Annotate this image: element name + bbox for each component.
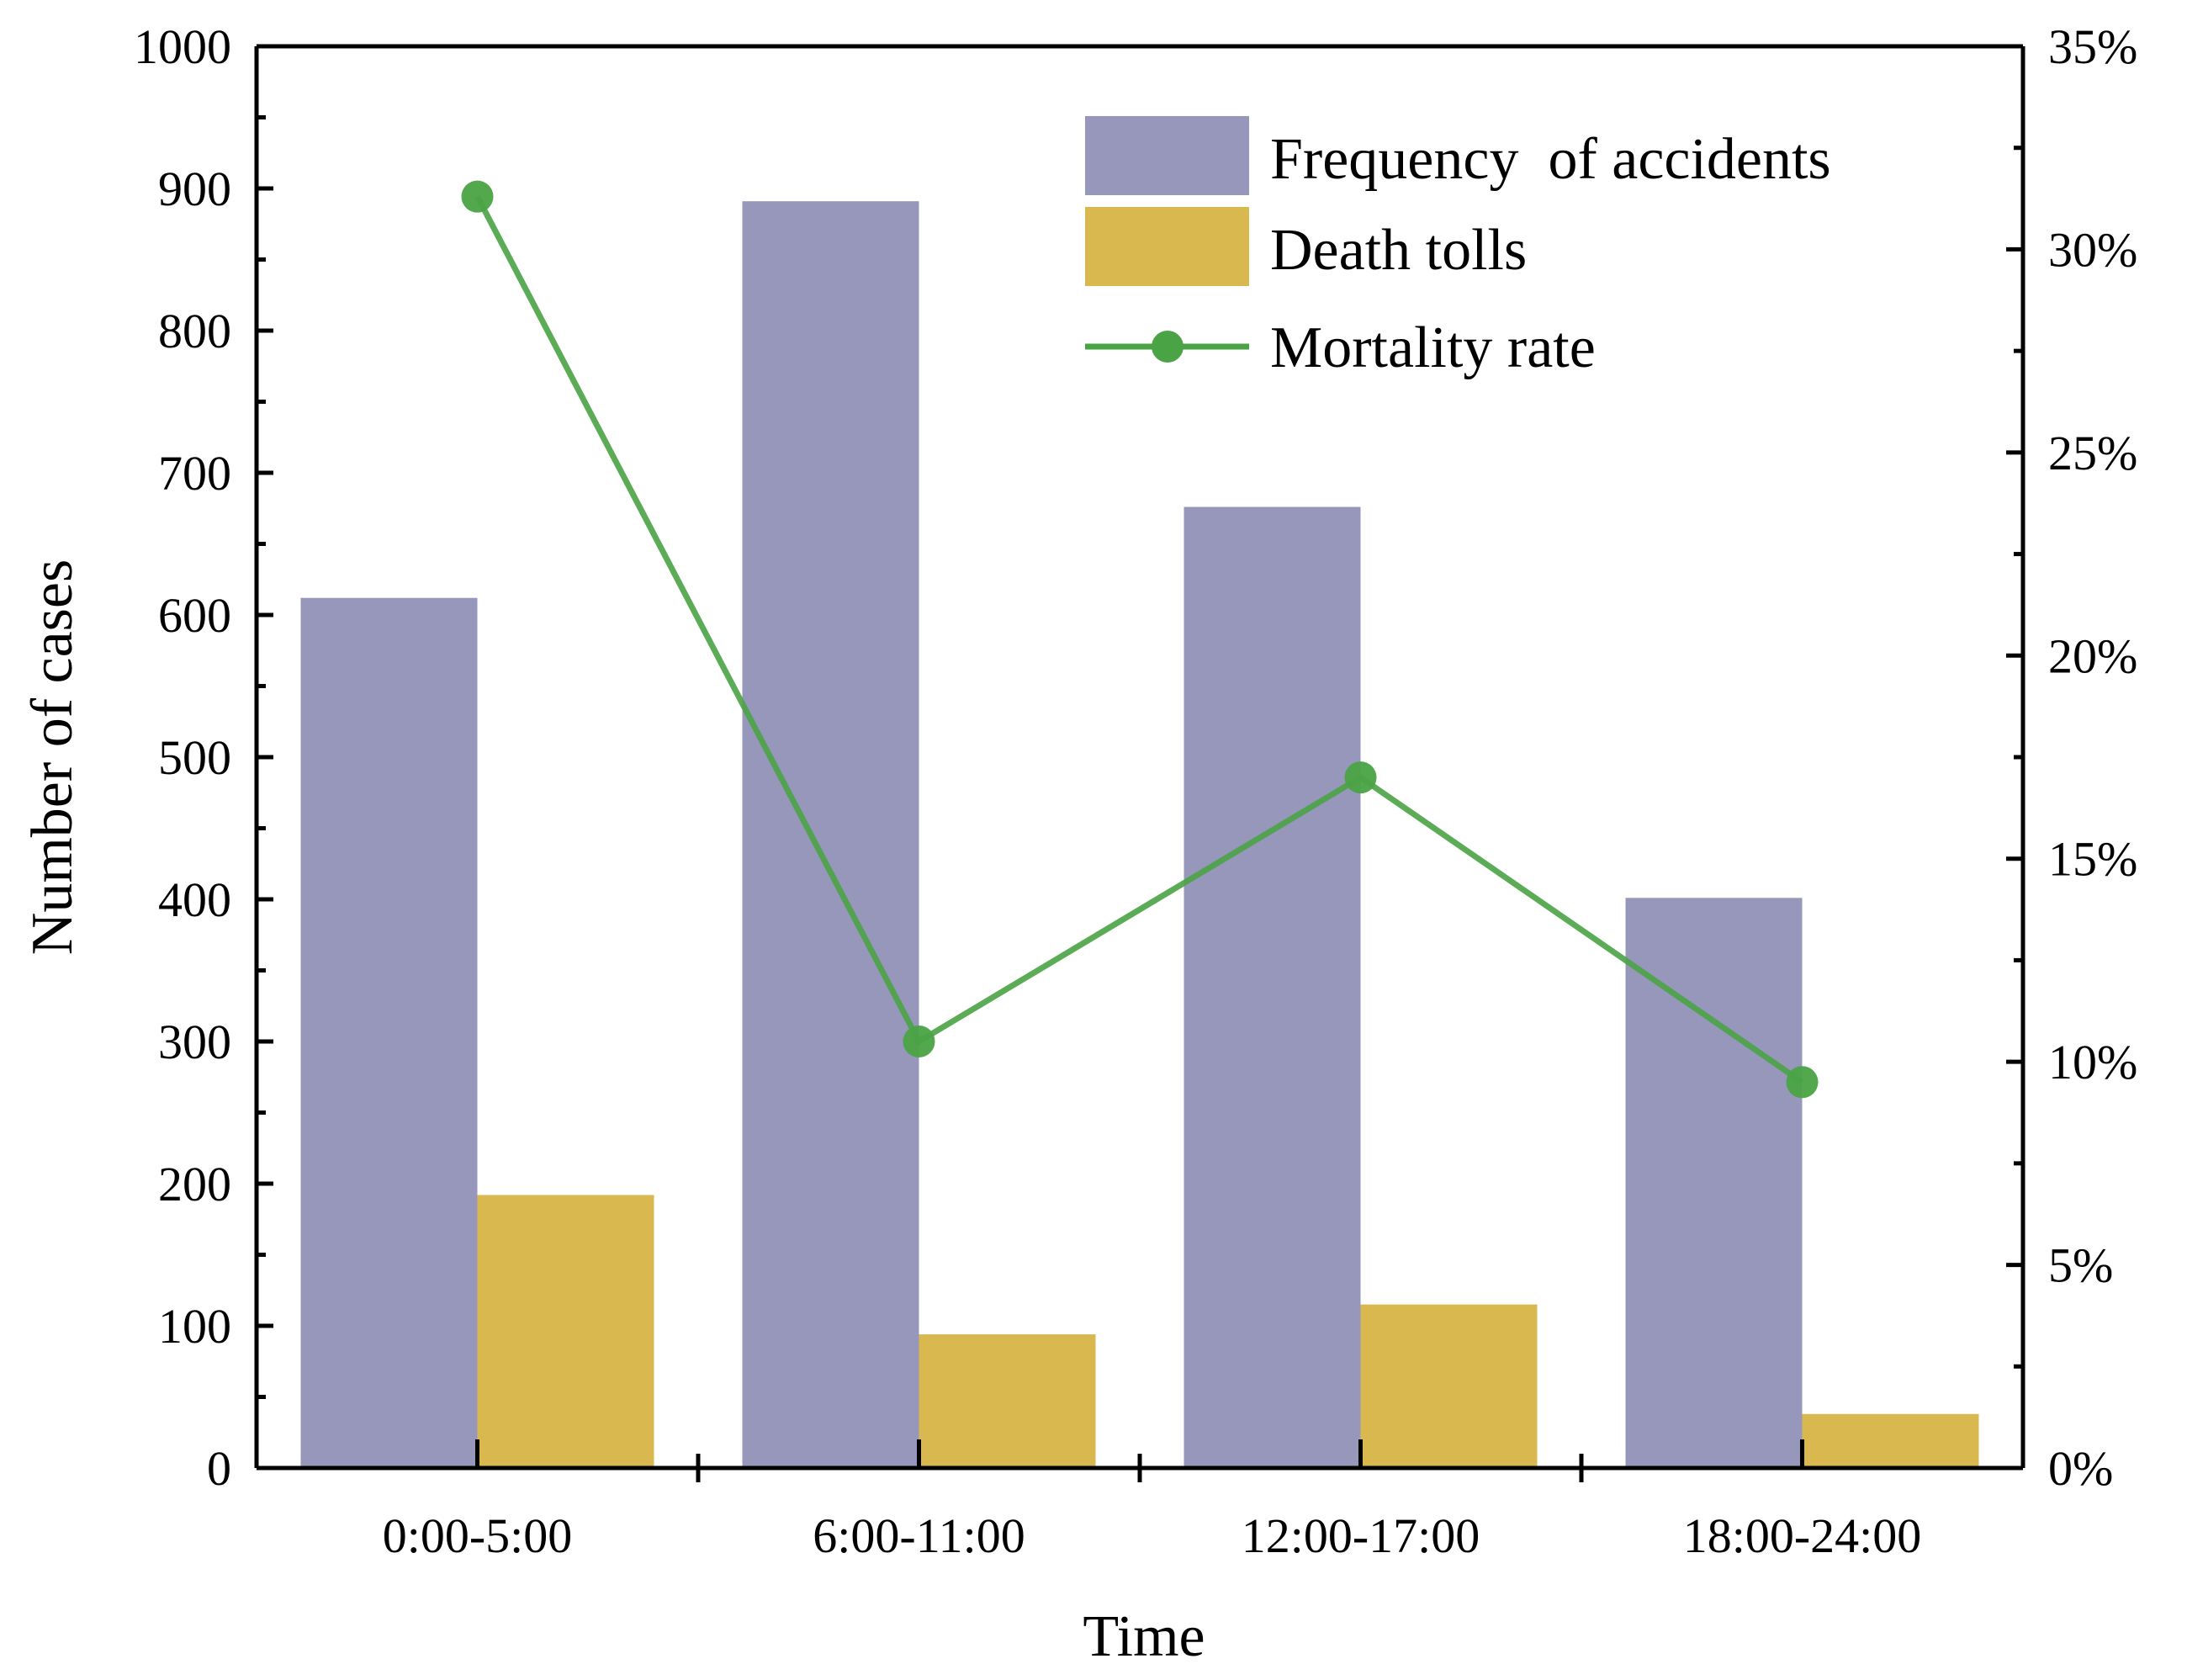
mortality-rate-point-3 <box>1786 1066 1819 1099</box>
y-tick-label-0: 0 <box>207 1441 231 1496</box>
legend-marker-mortality <box>1152 331 1184 363</box>
bar-death-tolls-3 <box>1802 1413 1979 1468</box>
y-tick-label-6: 600 <box>158 588 231 643</box>
mortality-line-layer <box>461 180 1819 1099</box>
y2-tick-label-6: 30% <box>2048 222 2137 277</box>
y2-tick-label-2: 10% <box>2048 1035 2137 1089</box>
y2-tick-label-0: 0% <box>2048 1441 2113 1496</box>
x-tick-label-1: 6:00-11:00 <box>813 1508 1025 1563</box>
mortality-rate-line <box>474 195 1804 1085</box>
y2-tick-label-1: 5% <box>2048 1238 2113 1293</box>
bar-death-tolls-1 <box>919 1334 1096 1468</box>
bar-frequency-1 <box>742 201 919 1469</box>
right-ticks: 0% 5% 10% 15% 20% 25% 30% 35% <box>2006 19 2137 1496</box>
bar-frequency-3 <box>1625 898 1803 1468</box>
legend: Frequency of accidents Death tolls Morta… <box>1085 116 1831 380</box>
y2-tick-label-7: 35% <box>2048 19 2137 74</box>
y-tick-label-9: 900 <box>158 162 231 216</box>
y-tick-label-8: 800 <box>158 304 231 358</box>
y-tick-label-5: 500 <box>158 730 231 785</box>
bar-death-tolls-2 <box>1360 1304 1538 1468</box>
bars-layer <box>300 201 1979 1469</box>
y2-tick-label-5: 25% <box>2048 426 2137 480</box>
x-axis-title: Time <box>1083 1604 1205 1669</box>
legend-swatch-frequency <box>1085 116 1249 195</box>
y-tick-label-4: 400 <box>158 872 231 927</box>
y2-tick-label-4: 20% <box>2048 628 2137 683</box>
mortality-rate-point-0 <box>461 180 494 213</box>
mortality-rate-point-2 <box>1344 761 1377 794</box>
x-ticks: 0:00-5:00 6:00-11:00 12:00-17:00 18:00-24:0… <box>383 1439 1922 1563</box>
y2-tick-label-3: 15% <box>2048 832 2137 887</box>
legend-label-frequency: Frequency of accidents <box>1270 127 1831 192</box>
x-tick-label-3: 18:00-24:00 <box>1683 1508 1922 1563</box>
y-axis-title: Number of cases <box>20 559 85 955</box>
bar-frequency-2 <box>1184 506 1361 1468</box>
y-tick-label-7: 700 <box>158 446 231 501</box>
left-ticks: 0 100 200 300 400 500 600 700 800 900 1000 <box>134 19 273 1496</box>
y-tick-label-3: 300 <box>158 1015 231 1069</box>
x-tick-label-2: 12:00-17:00 <box>1242 1508 1480 1563</box>
y-tick-label-1: 100 <box>158 1299 231 1354</box>
bar-death-tolls-0 <box>477 1195 654 1468</box>
x-tick-label-0: 0:00-5:00 <box>383 1508 573 1563</box>
mortality-rate-point-1 <box>903 1025 935 1057</box>
y-tick-label-10: 1000 <box>134 19 231 74</box>
legend-label-mortality: Mortality rate <box>1270 315 1596 380</box>
legend-label-death-tolls: Death tolls <box>1270 218 1527 283</box>
bar-frequency-0 <box>300 597 478 1468</box>
legend-swatch-death-tolls <box>1085 207 1249 286</box>
y-tick-label-2: 200 <box>158 1157 231 1211</box>
